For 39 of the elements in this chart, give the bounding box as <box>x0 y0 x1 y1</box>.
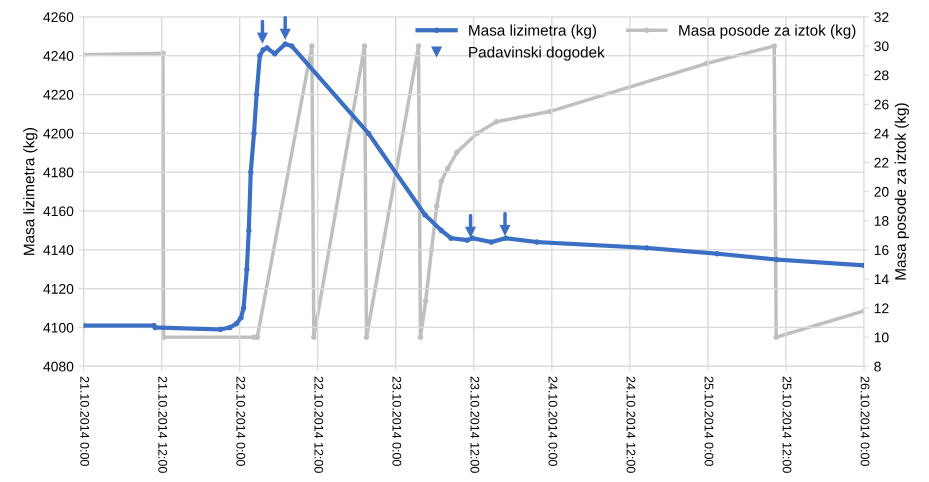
x-tick-label: 24.10.2014 0:00 <box>548 376 558 466</box>
y2-tick-label: 20 <box>874 186 889 197</box>
x-tick-label: 21.10.2014 0:00 <box>80 376 90 466</box>
y-tick-label: 4140 <box>43 245 74 256</box>
y-tick-label: 4080 <box>43 362 74 372</box>
x-tick-label: 24.10.2014 12:00 <box>626 376 636 473</box>
y-tick-label: 4200 <box>43 128 74 139</box>
y2-tick-label: 12 <box>874 303 888 314</box>
y-tick-label: 4240 <box>43 51 74 61</box>
x-tick-label: 25.10.2014 0:00 <box>704 376 714 466</box>
y-axis-title: Masa lizimetra (kg) <box>23 128 38 255</box>
y2-axis-title: Masa posode za iztok (kg) <box>894 103 909 280</box>
x-tick-label: 22.10.2014 12:00 <box>314 376 324 473</box>
x-tick-label: 21.10.2014 12:00 <box>158 376 168 473</box>
legend-label: Masa lizimetra (kg) <box>469 24 596 39</box>
y2-tick-label: 22 <box>874 158 888 168</box>
y2-tick-label: 8 <box>874 362 881 372</box>
y2-tick-label: 24 <box>874 128 889 138</box>
x-tick-label: 25.10.2014 12:00 <box>782 376 792 473</box>
y-tick-label: 4100 <box>43 322 74 333</box>
y-tick-label: 4220 <box>43 90 74 100</box>
y2-tick-label: 18 <box>874 216 889 226</box>
y2-tick-label: 10 <box>874 332 889 342</box>
y2-tick-label: 14 <box>874 274 889 284</box>
y-tick-label: 4260 <box>43 12 74 22</box>
y2-tick-label: 16 <box>874 245 889 256</box>
legend-label: Padavinski dogodek <box>469 46 605 61</box>
x-tick-label: 23.10.2014 0:00 <box>392 376 402 466</box>
y-tick-label: 4120 <box>43 284 74 294</box>
y2-tick-label: 30 <box>874 41 889 52</box>
x-tick-label: 26.10.2014 0:00 <box>860 376 870 466</box>
x-tick-label: 22.10.2014 0:00 <box>236 376 246 466</box>
y-tick-label: 4160 <box>43 206 74 216</box>
y-tick-label: 4180 <box>43 168 74 178</box>
legend-label: Masa posode za iztok (kg) <box>679 24 856 39</box>
y2-tick-label: 32 <box>874 12 888 22</box>
y2-tick-label: 26 <box>874 100 889 110</box>
y2-tick-label: 28 <box>874 70 889 80</box>
x-tick-label: 23.10.2014 12:00 <box>470 376 480 473</box>
